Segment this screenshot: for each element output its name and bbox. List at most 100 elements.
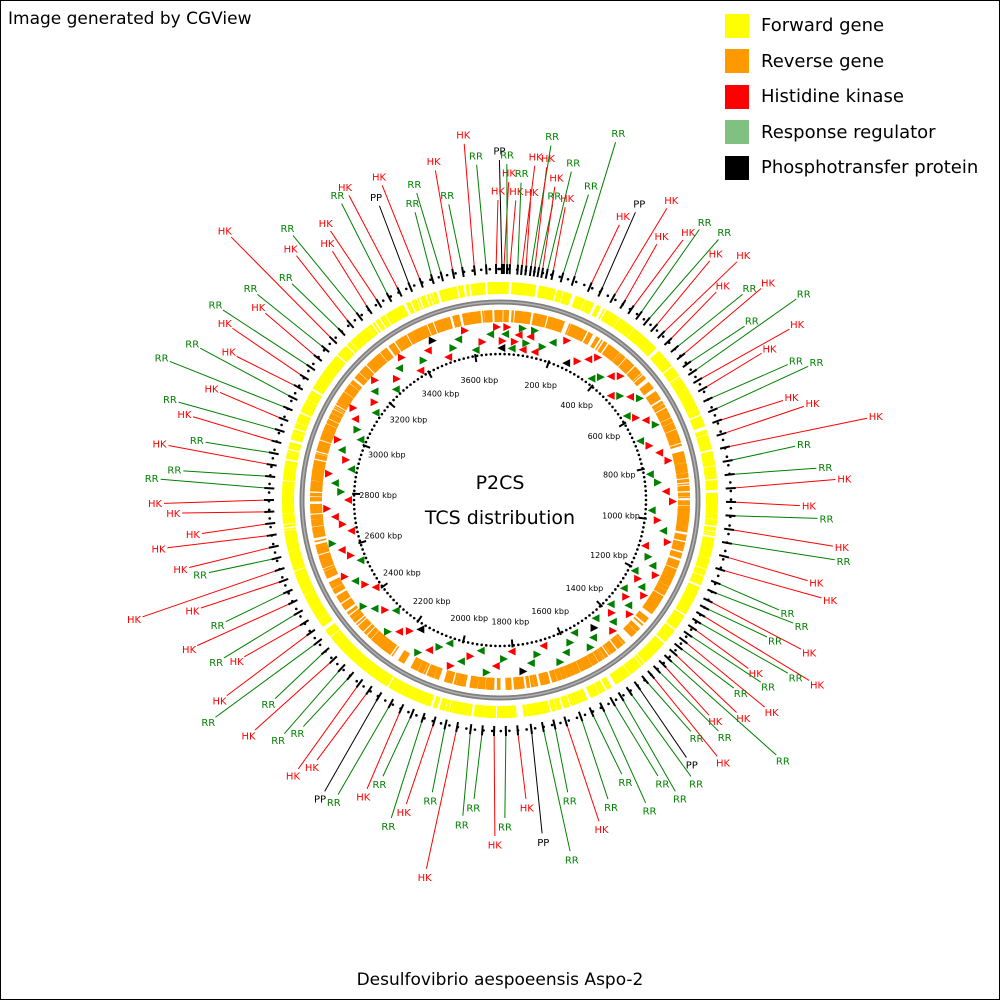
forward-gene-mark — [285, 535, 298, 541]
outer-track-dot — [507, 267, 510, 271]
tcs-marker-hk — [530, 347, 539, 356]
tcs-marker-rr — [347, 465, 356, 474]
feature-leader-line — [612, 702, 659, 777]
reverse-gene-mark — [676, 524, 689, 529]
feature-label-rr: RR — [655, 779, 669, 790]
feature-leader-line — [600, 212, 636, 292]
tcs-marker-hk — [526, 332, 535, 341]
outer-track-dot — [334, 336, 337, 339]
forward-gene-mark — [640, 340, 651, 351]
forward-gene-mark — [704, 522, 717, 526]
tcs-marker-hk — [539, 641, 548, 650]
feature-label-rr: RR — [244, 284, 258, 295]
feature-label-hk: HK — [790, 320, 805, 331]
outer-track-dot — [724, 549, 727, 553]
outer-track-dot — [415, 714, 418, 717]
forward-gene-mark — [301, 584, 314, 593]
reverse-gene-mark — [314, 538, 327, 543]
forward-gene-mark — [567, 694, 574, 707]
forward-gene-mark — [444, 287, 453, 301]
reverse-gene-mark — [410, 657, 420, 670]
outer-track-dot — [381, 299, 385, 302]
reverse-gene-mark — [483, 310, 487, 323]
reverse-gene-mark — [477, 311, 482, 324]
ruler-dot — [644, 484, 647, 488]
reverse-gene-mark — [675, 526, 688, 531]
tcs-marker-rr — [486, 330, 495, 339]
reverse-gene-mark — [485, 310, 490, 323]
reverse-gene-mark — [661, 571, 674, 579]
reverse-gene-mark — [342, 599, 355, 610]
legend-label-phosphotransfer-protein: Phosphotransfer protein — [761, 157, 979, 179]
outer-track-dot — [322, 349, 326, 352]
reverse-gene-mark — [671, 450, 685, 458]
ruler-dot — [471, 355, 474, 358]
feature-leader-line — [244, 622, 304, 658]
outer-track-dot — [391, 703, 395, 706]
feature-tick — [588, 707, 595, 718]
ruler-dot — [383, 409, 386, 412]
reverse-gene-mark — [312, 530, 326, 535]
forward-gene-mark — [548, 699, 555, 712]
reverse-gene-mark — [584, 332, 594, 345]
outer-track-dot — [291, 599, 294, 603]
ruler-dot — [424, 373, 427, 376]
reverse-gene-mark — [388, 644, 398, 656]
outer-track-dot — [399, 707, 402, 710]
outer-track-dot — [330, 656, 333, 660]
forward-gene-mark — [627, 328, 639, 342]
feature-tick — [293, 384, 304, 391]
feature-leader-line — [517, 731, 527, 799]
tcs-marker-hk — [584, 355, 593, 364]
forward-gene-mark — [473, 704, 479, 717]
reverse-gene-mark — [316, 447, 330, 454]
feature-label-hk: HK — [655, 232, 670, 243]
reverse-gene-mark — [575, 659, 584, 672]
reverse-gene-mark — [666, 433, 680, 442]
forward-gene-mark — [475, 283, 481, 296]
legend-swatch-phosphotransfer-protein — [725, 155, 749, 180]
ruler-dot — [444, 362, 448, 366]
forward-gene-mark — [412, 298, 421, 312]
forward-gene-mark — [292, 432, 304, 439]
feature-leader-line — [657, 669, 719, 732]
outer-track-dot — [606, 294, 610, 298]
forward-gene-mark — [447, 287, 454, 301]
feature-tick — [577, 711, 584, 722]
ruler-major-tick — [380, 582, 389, 589]
ruler-dot — [449, 361, 452, 364]
feature-tick — [287, 394, 298, 401]
reverse-gene-mark — [525, 311, 530, 325]
reverse-gene-mark — [610, 636, 622, 649]
feature-leader-line — [661, 261, 738, 335]
ruler-dot — [584, 380, 588, 384]
reverse-gene-mark — [648, 594, 661, 605]
forward-gene-mark — [639, 339, 650, 351]
ruler-dot — [644, 489, 648, 493]
reverse-gene-mark — [400, 651, 409, 664]
feature-leader-line — [525, 201, 532, 270]
tcs-marker-hk — [514, 331, 523, 340]
forward-gene-mark — [347, 341, 359, 354]
forward-gene-mark — [333, 632, 345, 644]
feature-label-rr: RR — [545, 132, 559, 143]
feature-label-rr: RR — [271, 736, 285, 747]
feature-label-hk: HK — [749, 669, 764, 680]
feature-label-hk: HK — [509, 187, 524, 198]
ruler-dot — [480, 643, 484, 647]
reverse-gene-mark — [314, 453, 328, 461]
ruler-label: 2200 kbp — [413, 597, 451, 606]
tcs-marker-hk — [340, 572, 349, 581]
forward-gene-mark — [306, 396, 319, 405]
forward-gene-mark — [456, 701, 462, 715]
forward-gene-mark — [653, 635, 665, 645]
ruler-dot — [644, 512, 647, 516]
forward-gene-mark — [310, 602, 324, 612]
forward-gene-mark — [562, 292, 569, 305]
reverse-gene-mark — [655, 407, 667, 415]
outer-track-dot — [662, 661, 666, 665]
reverse-gene-mark — [632, 373, 643, 383]
forward-gene-mark — [325, 623, 337, 633]
ruler-dot — [370, 428, 374, 431]
reverse-gene-mark — [658, 578, 671, 587]
